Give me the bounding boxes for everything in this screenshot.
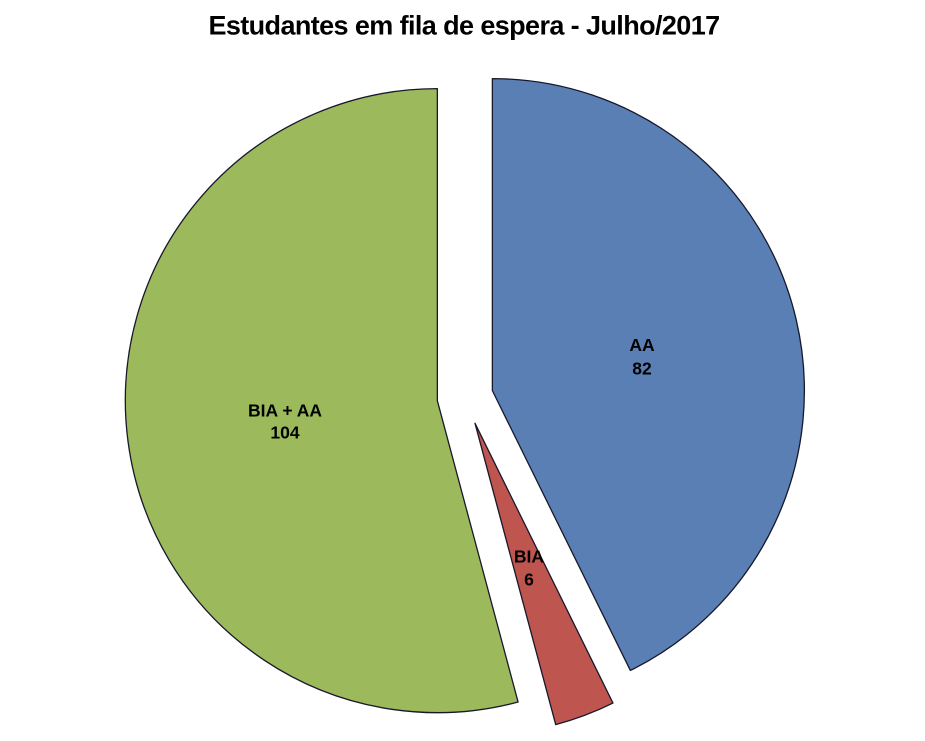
svg-text:BIA: BIA bbox=[514, 547, 545, 567]
svg-text:6: 6 bbox=[524, 570, 534, 590]
svg-text:BIA + AA: BIA + AA bbox=[248, 401, 322, 421]
svg-text:Estudantes em fila de espera -: Estudantes em fila de espera - Julho/201… bbox=[208, 11, 719, 41]
svg-text:AA: AA bbox=[629, 335, 655, 355]
svg-text:104: 104 bbox=[270, 423, 299, 443]
svg-text:82: 82 bbox=[632, 359, 652, 379]
